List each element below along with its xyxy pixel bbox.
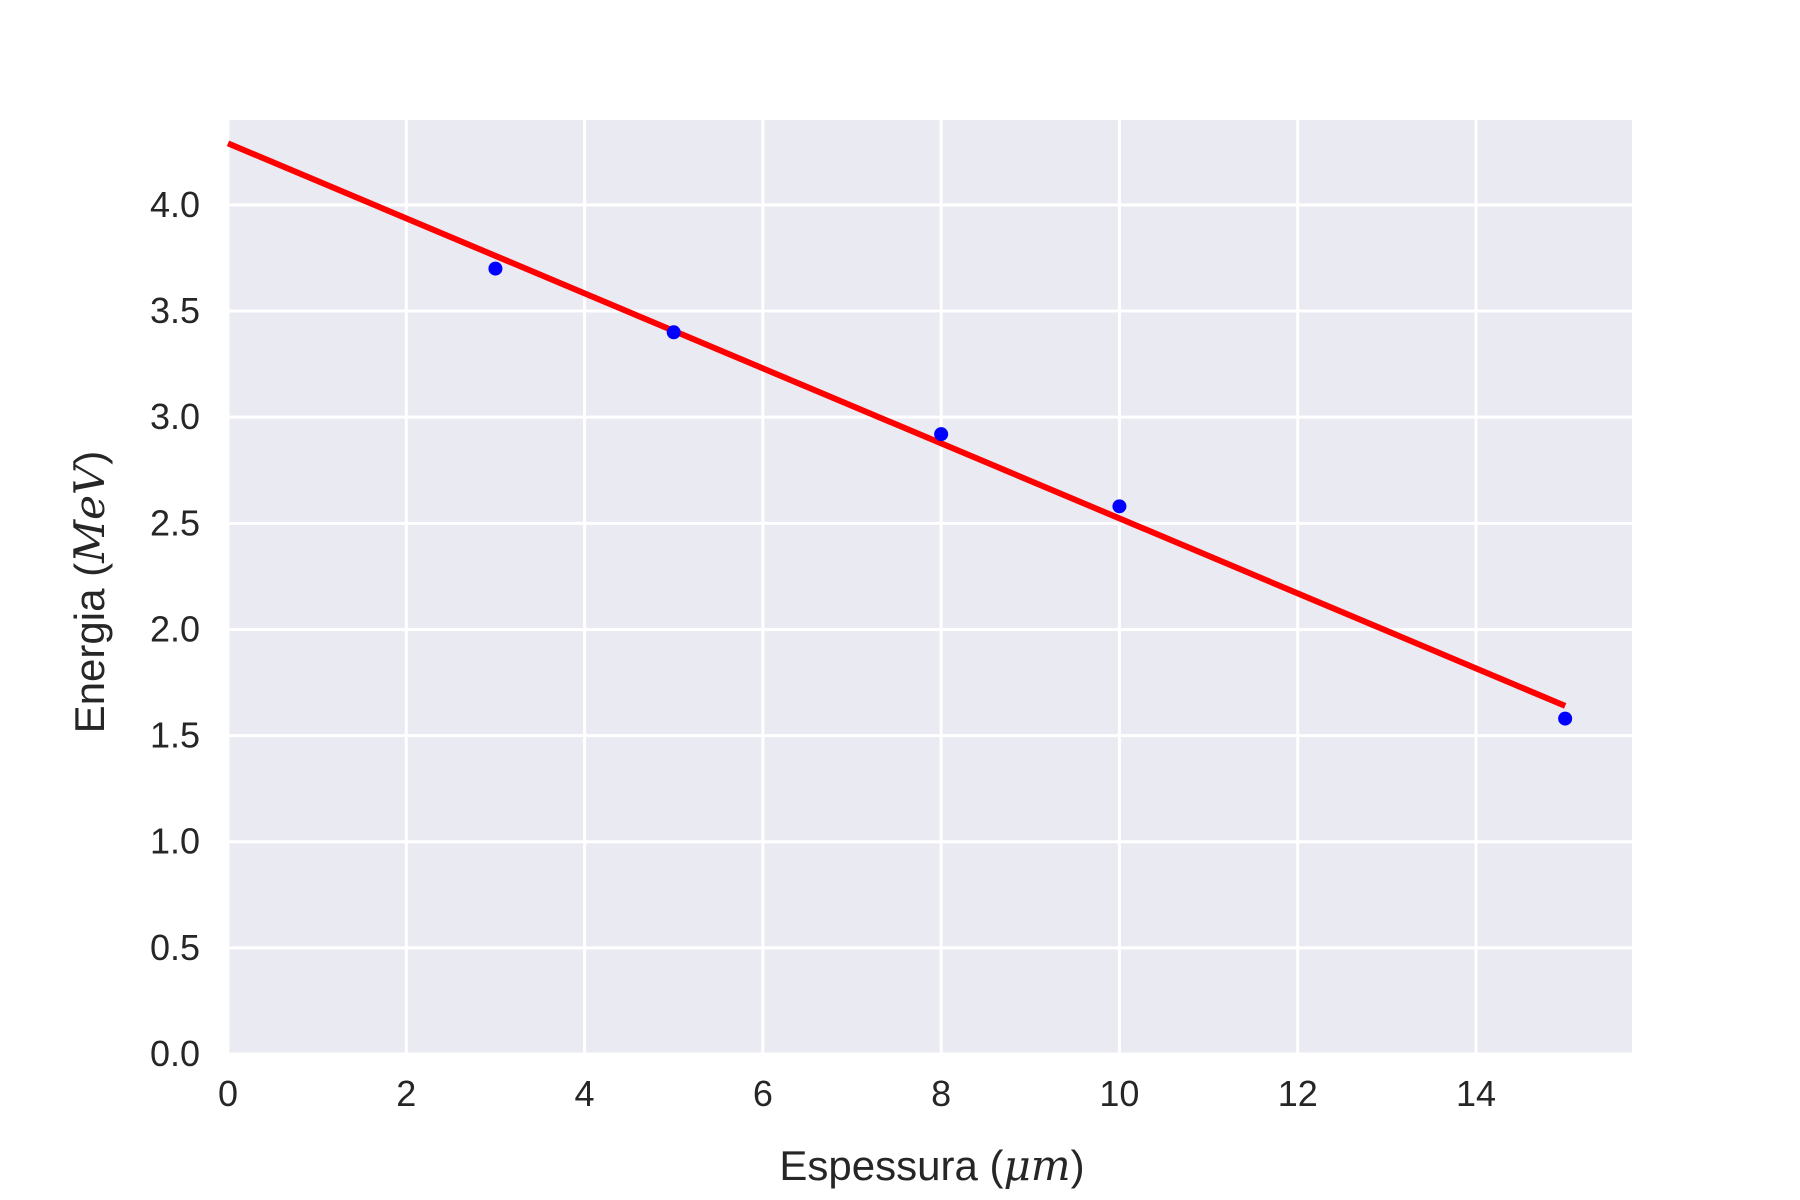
x-axis-label: Espessura (μm) (779, 1141, 1084, 1190)
y-tick-label: 0.0 (150, 1033, 200, 1074)
plot-area (228, 120, 1632, 1054)
x-tick-label: 4 (575, 1073, 595, 1114)
x-tick-labels: 0 2 4 6 8 10 12 14 (218, 1073, 1496, 1114)
x-axis-label-text: Espessura (779, 1142, 978, 1189)
x-tick-label: 0 (218, 1073, 238, 1114)
x-tick-label: 2 (396, 1073, 416, 1114)
x-tick-label: 12 (1278, 1073, 1318, 1114)
data-point (488, 261, 503, 276)
y-axis-label: Energia (MeV) (65, 451, 114, 734)
x-tick-label: 6 (753, 1073, 773, 1114)
data-point (934, 427, 949, 442)
y-axis-unit: MeV (65, 461, 114, 564)
data-point (666, 325, 681, 340)
y-tick-label: 4.0 (150, 184, 200, 225)
y-tick-label: 2.5 (150, 502, 200, 543)
data-point (1112, 499, 1127, 514)
x-gridlines (226, 120, 1478, 1054)
y-tick-labels: 0.0 0.5 1.0 1.5 2.0 2.5 3.0 3.5 4.0 (150, 184, 200, 1074)
y-tick-label: 3.5 (150, 290, 200, 331)
y-tick-label: 1.0 (150, 821, 200, 862)
x-tick-label: 10 (1099, 1073, 1139, 1114)
series-layer (226, 140, 1573, 726)
x-tick-label: 14 (1456, 1073, 1496, 1114)
y-axis-label-text: Energia (66, 588, 113, 733)
y-tick-label: 0.5 (150, 927, 200, 968)
data-point (1558, 711, 1573, 726)
fit-line (226, 140, 1567, 709)
y-tick-label: 2.0 (150, 608, 200, 649)
y-tick-label: 3.0 (150, 396, 200, 437)
y-tick-label: 1.5 (150, 715, 200, 756)
x-tick-label: 8 (931, 1073, 951, 1114)
y-gridlines (228, 203, 1632, 1056)
x-axis-unit: μm (1003, 1141, 1070, 1190)
